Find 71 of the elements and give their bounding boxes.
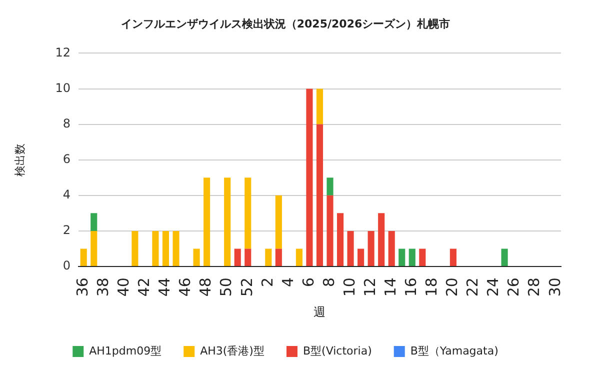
x-tick-label: 44 (156, 278, 174, 297)
bar (358, 248, 364, 266)
bar (388, 230, 395, 266)
x-axis-title: 週 (314, 304, 326, 319)
legend-label: AH1pdm09型 (89, 344, 162, 358)
bar (244, 248, 252, 266)
y-tick-label: 0 (62, 258, 70, 273)
y-tick-label: 4 (62, 188, 70, 202)
bar (326, 178, 334, 196)
bar (224, 178, 231, 266)
legend-label: B型（Yamagata) (410, 344, 498, 358)
bar (90, 230, 98, 266)
bar (336, 213, 344, 266)
bar (368, 230, 374, 266)
x-tick-label: 12 (360, 278, 379, 297)
bar (501, 248, 508, 266)
x-tick-label: 46 (176, 278, 194, 297)
bar (265, 248, 272, 266)
bar (172, 230, 180, 266)
bar (316, 88, 324, 124)
bar (275, 248, 282, 266)
x-tick-label: 14 (381, 278, 400, 297)
x-tick-label: 26 (504, 278, 523, 297)
bar (408, 248, 416, 266)
bar (193, 248, 200, 266)
bar (90, 213, 98, 231)
y-tick-label: 2 (62, 223, 70, 238)
x-tick-label: 28 (525, 278, 544, 297)
x-tick-label: 36 (73, 278, 92, 297)
bar (275, 195, 282, 249)
x-tick-label: 42 (135, 278, 154, 297)
y-tick-label: 6 (62, 152, 70, 166)
bar (162, 230, 170, 266)
x-tick-label: 8 (320, 278, 338, 288)
bar (296, 248, 302, 266)
bar (378, 213, 385, 266)
x-tick-label: 22 (464, 278, 482, 297)
x-tick-label: 18 (422, 278, 441, 297)
bar (306, 88, 313, 266)
x-tick-label: 40 (114, 278, 133, 297)
y-axis-title: 検出数 (13, 143, 26, 176)
x-tick-label: 38 (94, 278, 112, 297)
x-tick-label: 24 (484, 278, 502, 297)
x-tick-label: 52 (238, 278, 256, 297)
legend-label: AH3(香港)型 (200, 344, 264, 358)
y-tick-label: 10 (55, 80, 70, 95)
bar (347, 230, 354, 266)
legend-label: B型(Victoria) (302, 344, 372, 358)
y-tick-label: 8 (62, 116, 70, 130)
bar (234, 248, 241, 266)
x-tick-label: 6 (299, 278, 318, 288)
bar (398, 248, 406, 266)
bar (204, 178, 210, 266)
bar (419, 248, 426, 266)
x-tick-label: 20 (443, 278, 462, 297)
x-tick-label: 48 (196, 278, 215, 297)
y-tick-label: 12 (55, 45, 70, 60)
bar (132, 230, 138, 266)
x-tick-label: 30 (546, 278, 564, 297)
x-tick-label: 4 (278, 278, 297, 288)
x-tick-label: 50 (217, 278, 236, 297)
x-tick-label: 16 (402, 278, 420, 297)
chart-title: インフルエンザウイルス検出状況（2025/2026シーズン）札幌市 (120, 17, 450, 30)
bar (80, 248, 87, 266)
bar (326, 195, 334, 266)
bar (244, 178, 252, 249)
bar (152, 230, 159, 266)
x-tick-label: 2 (258, 278, 276, 288)
bar (316, 124, 324, 266)
x-tick-label: 10 (340, 278, 358, 297)
bar (450, 248, 456, 266)
